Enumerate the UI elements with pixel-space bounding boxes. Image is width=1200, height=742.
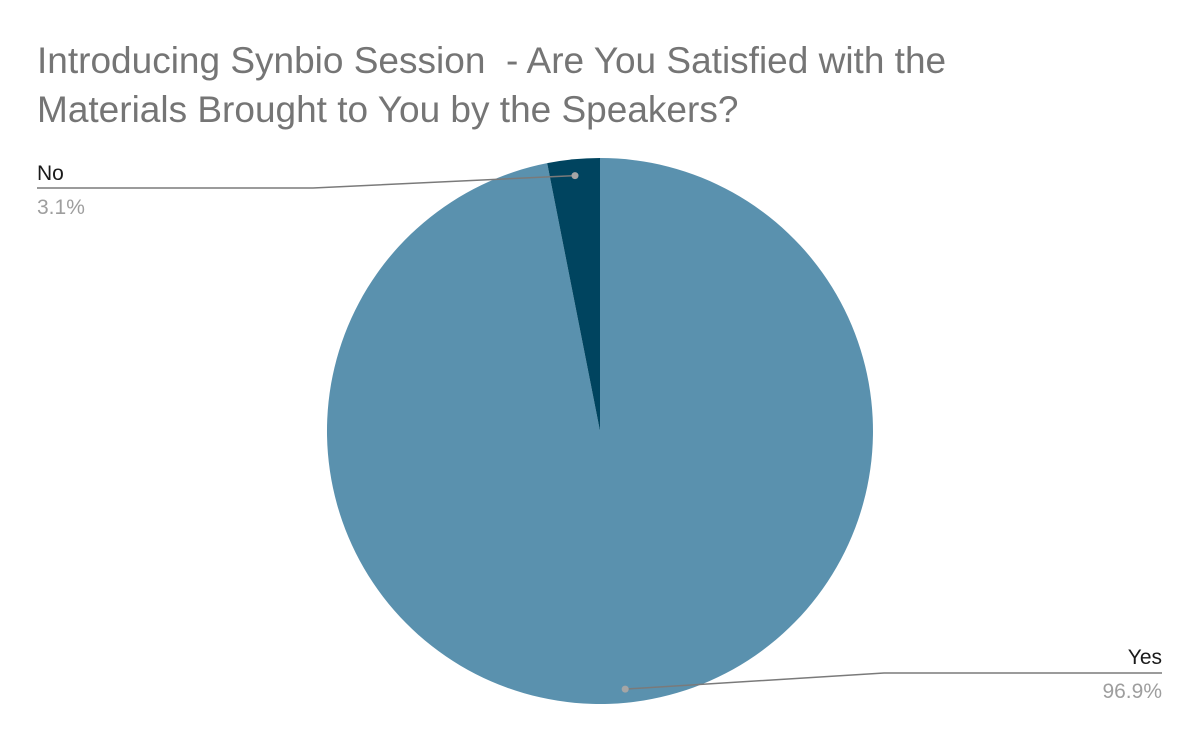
pie-slice-yes (326, 158, 873, 704)
chart-title-line-2: Materials Brought to You by the Speakers… (37, 89, 739, 130)
slice-label-no: No (37, 162, 64, 185)
callout-line-yes (625, 672, 1162, 690)
pie-slice-no (547, 158, 600, 431)
slice-label-yes: Yes (1128, 646, 1162, 669)
callout-line-no (37, 174, 576, 189)
callout-dot-yes (621, 685, 629, 693)
chart-title-line-1: Introducing Synbio Session - Are You Sat… (37, 40, 947, 81)
slice-value-no: 3.1% (37, 196, 85, 219)
slice-value-yes: 96.9% (1102, 680, 1162, 703)
callout-dot-no (571, 172, 579, 180)
